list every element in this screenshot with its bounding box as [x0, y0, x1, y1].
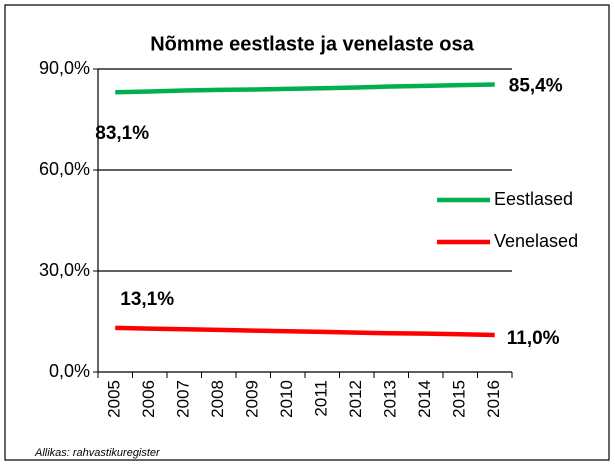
x-tick-label: 2009	[243, 380, 262, 418]
x-tick-label: 2005	[105, 380, 124, 418]
series-line	[115, 82, 495, 95]
x-tick-label: 2013	[381, 380, 400, 418]
data-label: 13,1%	[120, 289, 174, 310]
x-tick-label: 2011	[312, 380, 331, 417]
data-label: 11,0%	[507, 328, 560, 349]
x-tick-label: 2007	[174, 380, 193, 418]
x-tick-label: 2008	[208, 380, 227, 418]
legend-label: Venelased	[494, 231, 578, 251]
y-tick-label: 0,0%	[49, 361, 90, 381]
x-tick-label: 2016	[484, 380, 503, 418]
source-note: Allikas: rahvastikuregister	[34, 447, 161, 459]
chart-title: Nõmme eestlaste ja venelaste osa	[150, 33, 474, 55]
y-tick-label: 60,0%	[39, 159, 90, 179]
x-tick-label: 2012	[346, 380, 365, 418]
data-label: 85,4%	[509, 76, 563, 97]
x-tick-label: 2010	[277, 380, 296, 418]
x-tick-label: 2015	[450, 380, 469, 418]
series-line	[115, 325, 495, 338]
x-tick-label: 2006	[139, 380, 158, 418]
y-tick-label: 90,0%	[39, 58, 90, 78]
x-tick-label: 2014	[415, 380, 434, 418]
legend-label: Eestlased	[494, 189, 573, 209]
chart-border	[4, 4, 610, 461]
y-tick-label: 30,0%	[39, 260, 90, 280]
data-label: 83,1%	[95, 123, 149, 144]
